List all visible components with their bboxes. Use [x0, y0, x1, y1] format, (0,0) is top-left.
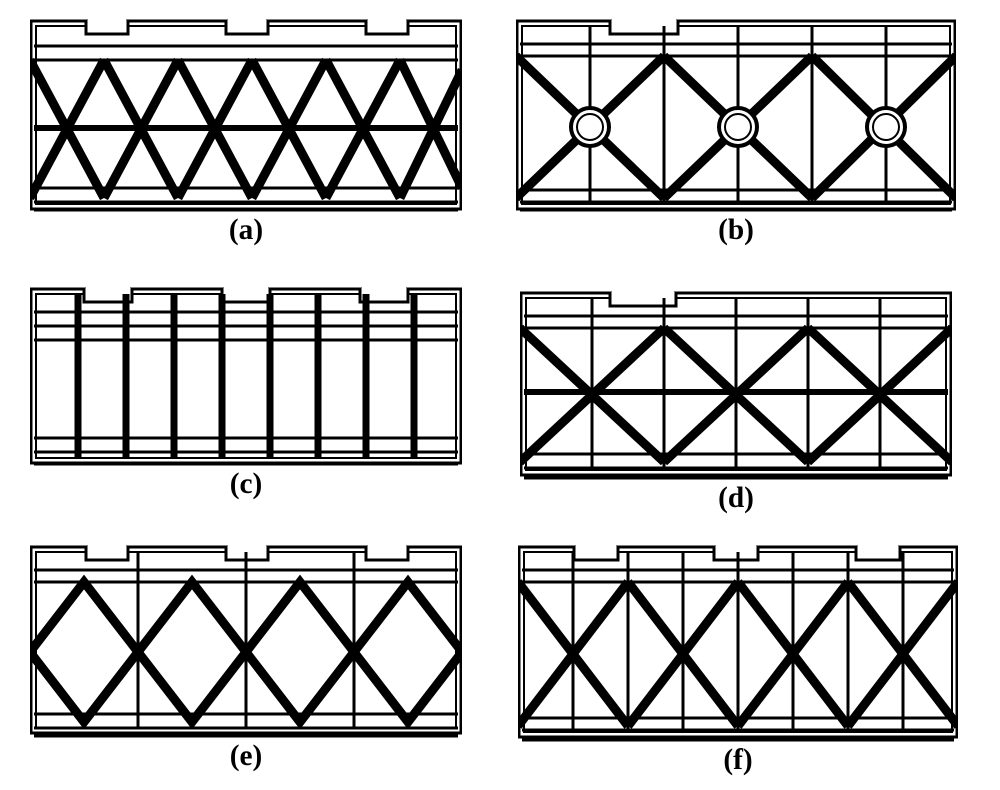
panel-label-d: (d)	[520, 482, 952, 515]
panel-c: (c)	[30, 282, 462, 470]
figure-grid: (a) (b) (c) (d) (e) (f)	[0, 0, 1000, 790]
panel-label-f: (f)	[518, 744, 958, 777]
panel-f: (f)	[518, 540, 958, 744]
panel-d: (d)	[520, 286, 952, 482]
panel-e: (e)	[30, 540, 462, 740]
panel-label-b: (b)	[516, 214, 956, 247]
panel-label-c: (c)	[30, 468, 462, 501]
panel-label-e: (e)	[30, 740, 462, 773]
panel-label-a: (a)	[30, 214, 462, 247]
panel-b: (b)	[516, 14, 956, 216]
panel-a: (a)	[30, 14, 462, 216]
